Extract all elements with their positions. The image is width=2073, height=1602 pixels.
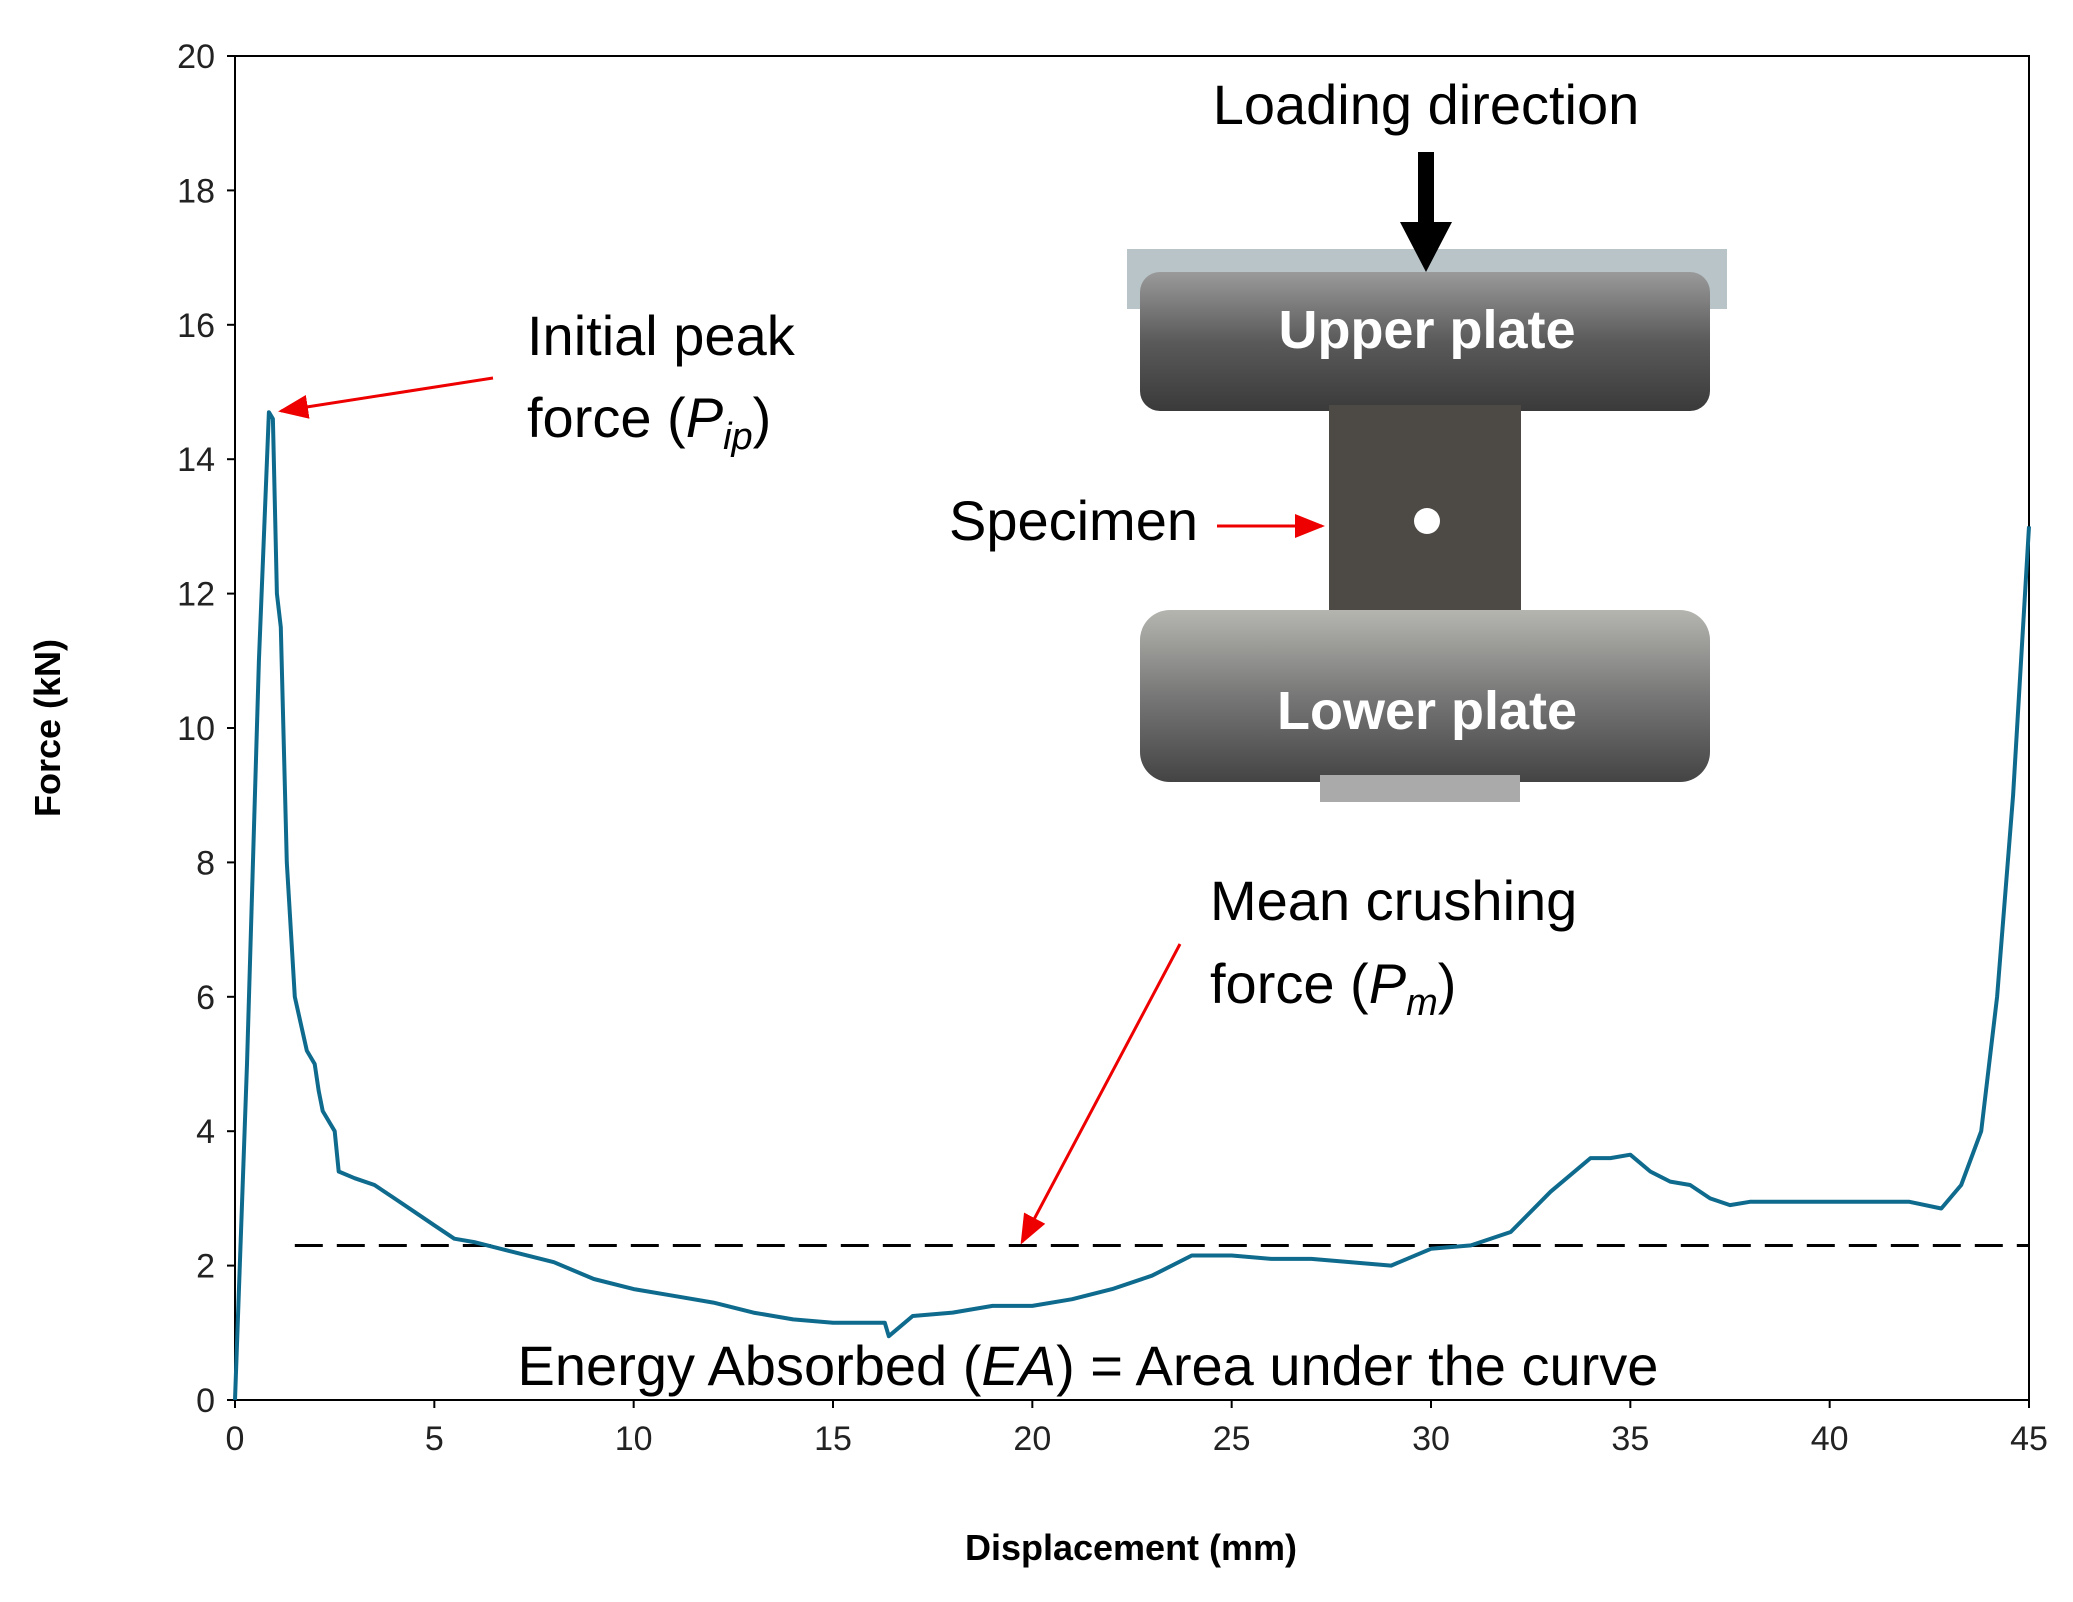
y-tick-label: 14 [177,441,215,479]
x-tick-label: 25 [1213,1420,1251,1458]
y-tick-label: 18 [177,172,215,210]
data-line [233,410,2031,1401]
annotation: force (Pm) [1210,952,1456,1024]
x-axis-title: Displacement (mm) [965,1527,1297,1568]
x-tick-label: 10 [615,1420,653,1458]
y-tick-label: 4 [196,1113,215,1151]
annotation: Mean crushing [1210,869,1577,932]
annotation: force (Pip) [527,386,771,458]
x-tick-label: 15 [814,1420,852,1458]
y-tick-label: 8 [196,844,215,882]
y-tick-label: 10 [177,710,215,748]
annotation: Energy Absorbed (EA) = Area under the cu… [518,1334,1659,1397]
y-tick-label: 12 [177,576,215,614]
annotation: Initial peak [527,304,796,367]
x-tick-label: 5 [425,1420,444,1458]
x-tick-label: 35 [1611,1420,1649,1458]
y-tick-label: 20 [177,38,215,76]
inset-photo [1127,152,1727,802]
peak-arrow [278,376,494,419]
y-axis-title: Force (kN) [27,639,68,817]
x-tick-label: 20 [1013,1420,1051,1458]
x-tick-label: 30 [1412,1420,1450,1458]
photo-label: Upper plate [1278,300,1575,360]
y-tick-label: 0 [196,1382,215,1420]
photo-label: Loading direction [1213,73,1640,136]
x-tick-label: 45 [2010,1420,2048,1458]
photo-label: Lower plate [1277,681,1577,741]
photo-label: Specimen [949,489,1198,552]
y-tick-label: 2 [196,1248,215,1286]
x-tick-label: 40 [1811,1420,1849,1458]
y-tick-label: 16 [177,307,215,345]
mean-arrow [1020,943,1182,1245]
x-tick-label: 0 [226,1420,245,1458]
y-tick-label: 6 [196,979,215,1017]
